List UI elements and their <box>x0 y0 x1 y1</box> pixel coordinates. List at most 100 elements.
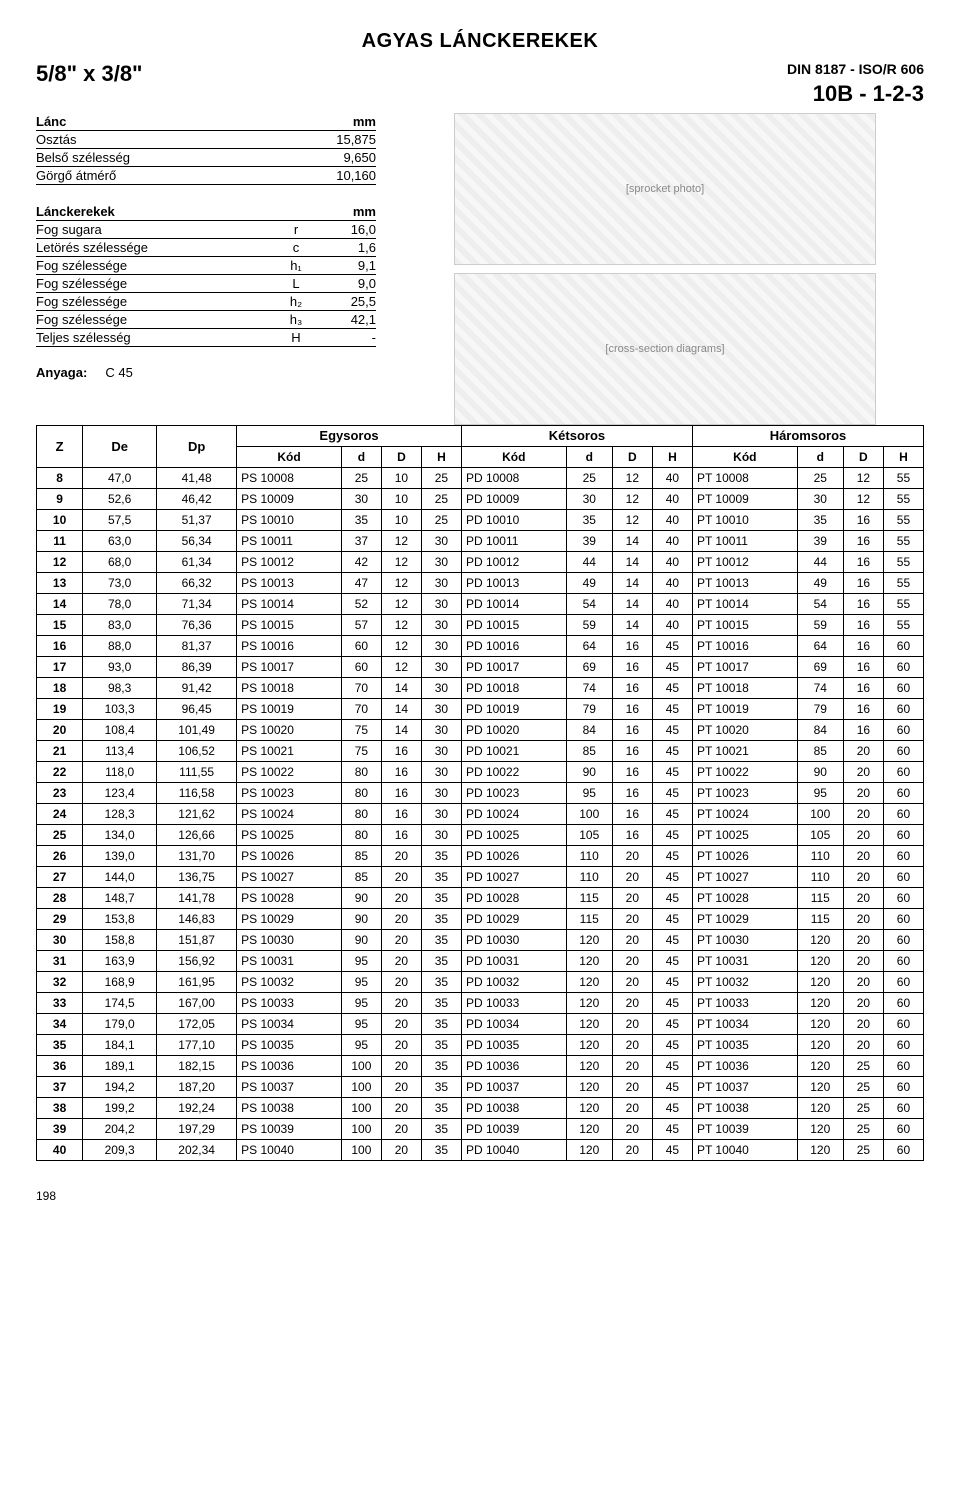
table-cell: 35 <box>341 510 381 531</box>
table-cell: 40 <box>652 531 692 552</box>
table-cell: 69 <box>566 657 612 678</box>
table-cell: PS 10030 <box>237 930 342 951</box>
table-cell: 39 <box>566 531 612 552</box>
table-cell: PT 10034 <box>692 1014 797 1035</box>
table-cell: PS 10017 <box>237 657 342 678</box>
table-cell: PT 10012 <box>692 552 797 573</box>
table-cell: PS 10024 <box>237 804 342 825</box>
table-cell: 16 <box>843 615 883 636</box>
table-cell: 45 <box>652 846 692 867</box>
table-cell: 60 <box>883 636 923 657</box>
table-cell: 64 <box>566 636 612 657</box>
table-cell: 121,62 <box>157 804 237 825</box>
table-cell: 110 <box>797 846 843 867</box>
table-cell: PT 10019 <box>692 699 797 720</box>
table-cell: 95 <box>341 951 381 972</box>
spec-cell: Fog szélessége <box>36 311 276 329</box>
table-cell: 25 <box>843 1140 883 1161</box>
table-cell: 93,0 <box>83 657 157 678</box>
table-cell: 96,45 <box>157 699 237 720</box>
table-cell: 20 <box>843 762 883 783</box>
table-cell: 35 <box>421 972 461 993</box>
table-cell: PD 10040 <box>461 1140 566 1161</box>
table-cell: PD 10028 <box>461 888 566 909</box>
table-cell: 153,8 <box>83 909 157 930</box>
table-cell: 40 <box>37 1140 83 1161</box>
spec-cell: 25,5 <box>316 293 376 311</box>
table-cell: 16 <box>843 699 883 720</box>
table-cell: 110 <box>797 867 843 888</box>
table-cell: 20 <box>843 930 883 951</box>
table-cell: 16 <box>843 636 883 657</box>
spec-cell <box>276 149 316 167</box>
chain-head-label: Lánc <box>36 113 276 131</box>
table-cell: 100 <box>341 1098 381 1119</box>
table-cell: 70 <box>341 699 381 720</box>
table-cell: PD 10020 <box>461 720 566 741</box>
table-cell: PT 10024 <box>692 804 797 825</box>
table-cell: PT 10016 <box>692 636 797 657</box>
table-cell: 80 <box>341 825 381 846</box>
spec-cell: Fog szélessége <box>36 257 276 275</box>
table-cell: 120 <box>566 1056 612 1077</box>
table-cell: 30 <box>421 741 461 762</box>
table-cell: 16 <box>612 720 652 741</box>
table-cell: 100 <box>566 804 612 825</box>
table-cell: 35 <box>421 1119 461 1140</box>
table-cell: 30 <box>421 594 461 615</box>
table-cell: PD 10025 <box>461 825 566 846</box>
table-cell: 20 <box>381 867 421 888</box>
table-cell: 60 <box>883 699 923 720</box>
table-cell: 20 <box>381 1056 421 1077</box>
table-cell: 60 <box>883 867 923 888</box>
table-cell: 40 <box>652 615 692 636</box>
table-cell: 60 <box>883 720 923 741</box>
table-cell: 204,2 <box>83 1119 157 1140</box>
table-cell: 106,52 <box>157 741 237 762</box>
table-cell: PS 10032 <box>237 972 342 993</box>
table-cell: PT 10022 <box>692 762 797 783</box>
table-cell: 28 <box>37 888 83 909</box>
table-cell: 12 <box>612 510 652 531</box>
table-cell: 55 <box>883 573 923 594</box>
table-cell: 79 <box>566 699 612 720</box>
table-cell: 192,24 <box>157 1098 237 1119</box>
spec-cell: H <box>276 329 316 347</box>
table-cell: 20 <box>381 1098 421 1119</box>
table-cell: 78,0 <box>83 594 157 615</box>
table-cell: PD 10030 <box>461 930 566 951</box>
table-cell: PT 10020 <box>692 720 797 741</box>
table-cell: PD 10017 <box>461 657 566 678</box>
table-cell: 47 <box>341 573 381 594</box>
table-cell: 60 <box>883 762 923 783</box>
table-cell: 136,75 <box>157 867 237 888</box>
table-cell: 30 <box>421 762 461 783</box>
table-cell: 90 <box>341 888 381 909</box>
spec-cell: c <box>276 239 316 257</box>
table-cell: 45 <box>652 909 692 930</box>
table-cell: 52 <box>341 594 381 615</box>
table-cell: 60 <box>883 783 923 804</box>
table-cell: 25 <box>421 489 461 510</box>
table-cell: 45 <box>652 1119 692 1140</box>
table-cell: 16 <box>381 825 421 846</box>
table-cell: 66,32 <box>157 573 237 594</box>
table-cell: 20 <box>843 1035 883 1056</box>
table-cell: 116,58 <box>157 783 237 804</box>
table-cell: 31 <box>37 951 83 972</box>
table-cell: 20 <box>381 909 421 930</box>
table-cell: 120 <box>797 1056 843 1077</box>
table-cell: 95 <box>341 1014 381 1035</box>
table-cell: PT 10013 <box>692 573 797 594</box>
table-cell: 60 <box>341 636 381 657</box>
table-cell: 20 <box>381 1077 421 1098</box>
table-cell: 158,8 <box>83 930 157 951</box>
table-cell: 100 <box>341 1140 381 1161</box>
table-cell: 30 <box>566 489 612 510</box>
table-cell: 20 <box>381 951 421 972</box>
chain-head-unit: mm <box>316 113 376 131</box>
spec-cell: Teljes szélesség <box>36 329 276 347</box>
table-cell: 16 <box>843 531 883 552</box>
table-cell: 120 <box>566 1119 612 1140</box>
table-cell: 16 <box>612 699 652 720</box>
